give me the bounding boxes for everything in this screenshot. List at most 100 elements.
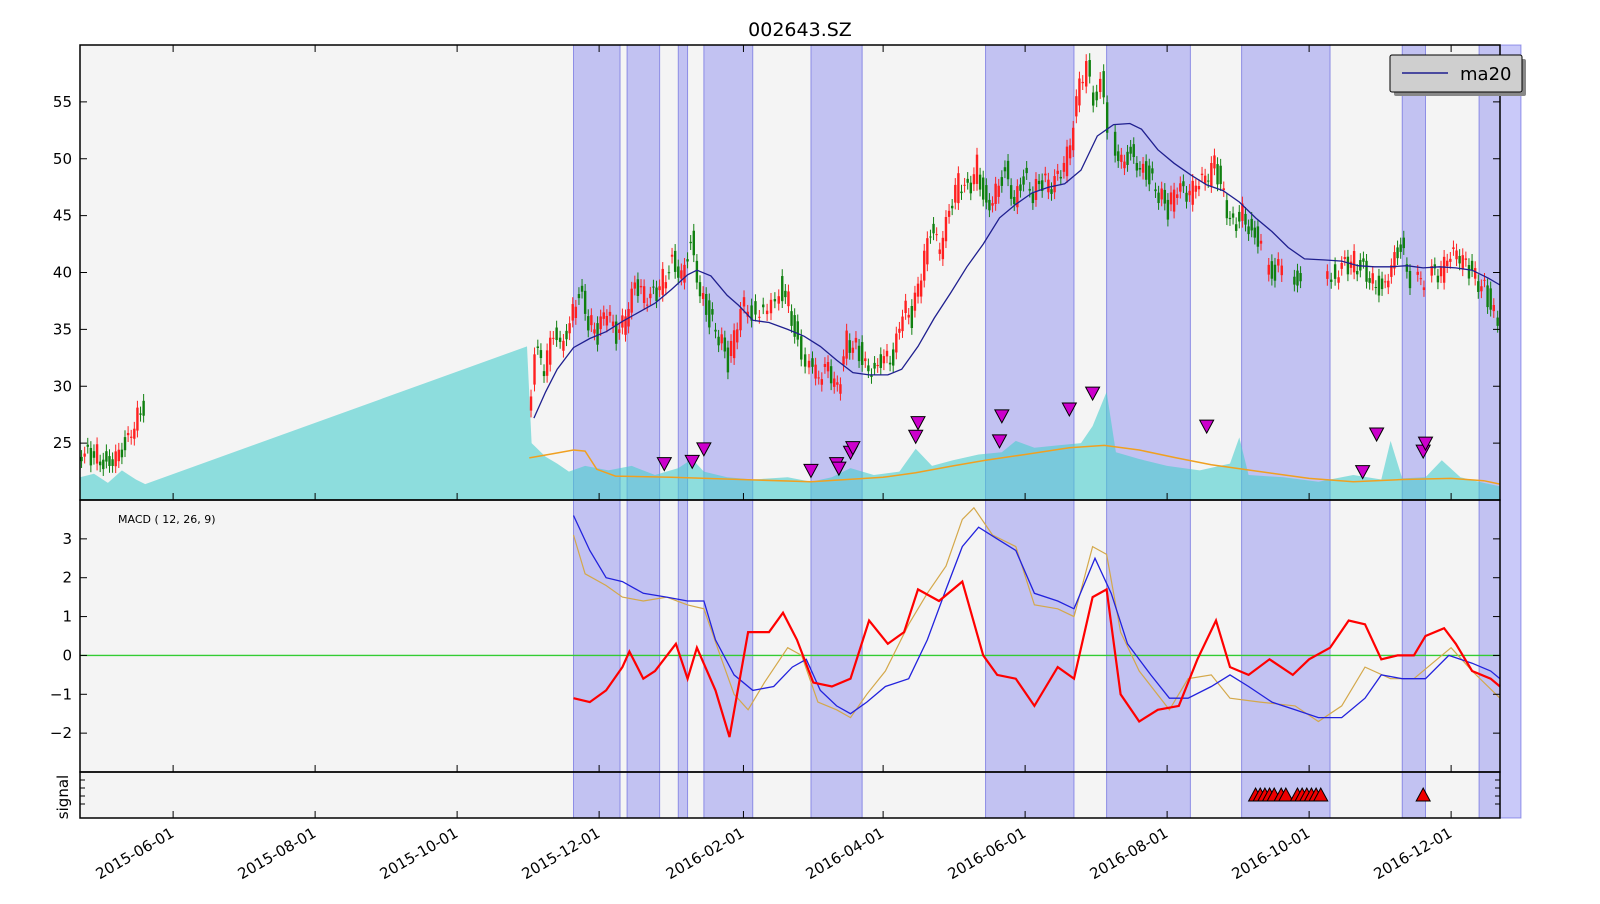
candle-body [1006, 160, 1010, 180]
candle-body [1031, 193, 1035, 204]
candle-body [888, 362, 892, 365]
candle-body [926, 238, 929, 265]
legend-box [1389, 54, 1523, 93]
candle-body [608, 311, 612, 316]
sell-marker [1368, 427, 1385, 443]
candle-body [686, 259, 689, 262]
candle-body [857, 345, 861, 362]
candle-body [765, 310, 769, 315]
candle-body [95, 444, 99, 464]
candle-body [904, 300, 907, 314]
candle-body [1065, 146, 1069, 177]
candle-body [80, 456, 83, 462]
candle-body [848, 340, 851, 353]
candle-body [1399, 244, 1402, 252]
candle-body [533, 354, 536, 385]
candle-body [1022, 176, 1025, 185]
candle-body [1044, 173, 1047, 176]
candle-body [683, 264, 686, 283]
candle-body [126, 432, 130, 436]
candle-body [670, 254, 674, 257]
price-y-tick-label: 45 [53, 207, 72, 225]
candle-body [762, 304, 765, 308]
candle-body [1050, 189, 1053, 194]
candle-body [972, 174, 976, 185]
sell-marker [993, 409, 1010, 424]
candle-body [811, 358, 814, 367]
candle-body [839, 384, 842, 394]
sell-marker [684, 454, 701, 470]
candle-body [935, 234, 938, 236]
legend: ma20 [1389, 54, 1526, 96]
candle-body [800, 336, 803, 360]
macd-label: MACD ( 12, 26, 9) [118, 513, 216, 526]
candle-body [568, 323, 571, 334]
x-tick-label: 2016-10-01 [1229, 824, 1314, 883]
candle-body [1356, 270, 1359, 275]
macd-dea-line [572, 506, 1501, 723]
candle-body [108, 456, 111, 466]
candle-body [1280, 265, 1283, 276]
candle-body [587, 316, 590, 331]
candle-body [130, 436, 133, 438]
candle-body [1025, 167, 1028, 174]
x-tick-label: 2015-08-01 [235, 824, 320, 883]
sell-marker [845, 441, 861, 456]
candle-body [836, 382, 839, 385]
candle-body [649, 293, 652, 299]
sell-marker [1084, 386, 1101, 402]
candle-body [988, 199, 991, 211]
sell-marker [696, 442, 712, 457]
candle-body [1455, 250, 1458, 260]
signal-panel [80, 779, 1500, 805]
candle-body [590, 315, 593, 326]
candle-body [1095, 91, 1098, 101]
candle-body [1068, 145, 1072, 159]
candle-body [954, 184, 957, 203]
candle-body [655, 287, 658, 302]
candle-body [571, 304, 574, 321]
candle-body [1393, 252, 1396, 269]
x-tick-label: 2016-08-01 [1087, 824, 1172, 883]
candle-body [985, 185, 988, 203]
candle-body [1277, 259, 1280, 266]
macd-y-tick-label: 3 [62, 530, 72, 548]
x-tick-label: 2016-02-01 [663, 824, 748, 883]
candle-body [689, 241, 692, 244]
ma20-line [533, 122, 1501, 419]
candle-body [845, 330, 848, 359]
chart-title: 002643.SZ [748, 19, 852, 41]
candle-body [1169, 192, 1173, 205]
candle-body [614, 321, 618, 344]
candle-body [969, 182, 972, 194]
candle-body [1102, 71, 1105, 98]
candle-body [1380, 278, 1384, 290]
sell-marker [1417, 436, 1434, 452]
candle-body [938, 249, 941, 254]
candle-body [123, 437, 127, 451]
candle-body [642, 286, 646, 303]
candle-body [803, 354, 807, 367]
candle-body [1352, 250, 1356, 273]
candle-body [1464, 258, 1468, 260]
sell-marker [1198, 419, 1215, 435]
candle-body [913, 292, 917, 311]
candle-body [1486, 285, 1489, 308]
candle-body [860, 342, 864, 365]
candle-body [1326, 271, 1329, 279]
candle-body [1346, 256, 1350, 275]
candle-body [1477, 281, 1480, 292]
candle-body [758, 316, 761, 318]
candle-body [950, 205, 954, 209]
candle-body [1492, 305, 1495, 312]
shaded-region [573, 44, 621, 819]
candle-body [1003, 167, 1007, 172]
candle-body [1163, 189, 1166, 204]
price-y-tick-label: 30 [53, 377, 72, 395]
candle-body [1496, 317, 1499, 326]
candle-body [1179, 183, 1182, 192]
candle-body [1185, 192, 1188, 202]
candle-body [667, 272, 671, 274]
candle-body [957, 173, 960, 204]
